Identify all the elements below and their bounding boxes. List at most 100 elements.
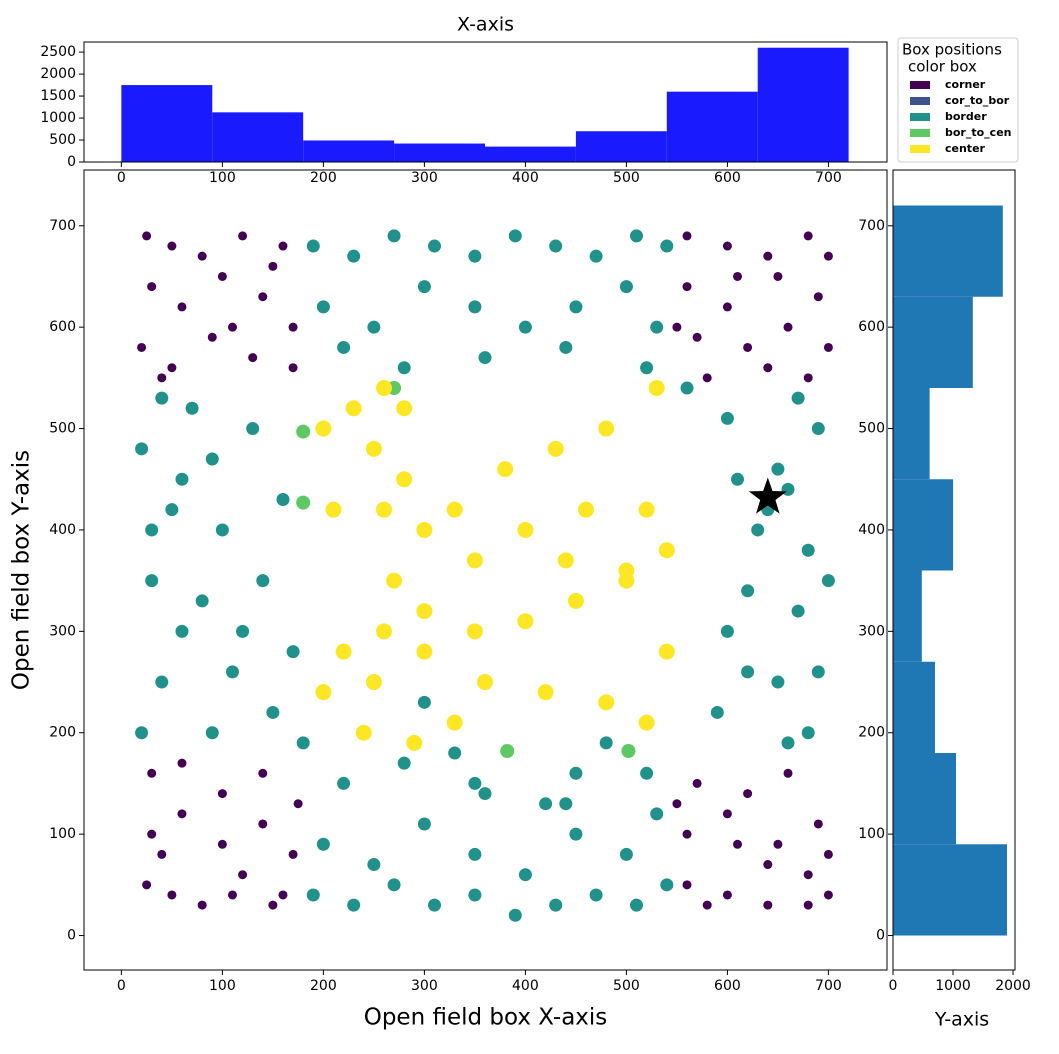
point [197, 900, 207, 910]
point [365, 440, 382, 457]
point [557, 552, 574, 569]
point [741, 665, 755, 679]
point [518, 868, 532, 882]
point [680, 381, 694, 395]
point [276, 493, 290, 507]
x-tick-label: 500 [613, 170, 640, 186]
point [345, 400, 362, 417]
point [446, 714, 463, 731]
point [813, 292, 823, 302]
point [771, 462, 785, 476]
y-tick-label: 500 [49, 421, 76, 437]
point [598, 694, 615, 711]
hist-bar [893, 296, 973, 388]
x-tick-label: 0 [117, 170, 126, 186]
point [147, 768, 157, 778]
x-tick-label: 700 [815, 978, 842, 994]
point [823, 342, 833, 352]
y-tick-label: 500 [858, 421, 885, 437]
y-tick-label: 600 [858, 319, 885, 335]
point [751, 523, 765, 537]
legend-title: color box [908, 58, 977, 76]
point [658, 643, 675, 660]
x-tick-label: 300 [411, 978, 438, 994]
legend-label: center [945, 142, 986, 155]
point [396, 471, 413, 488]
right-title: Y-axis [934, 1009, 989, 1031]
point [468, 300, 482, 314]
x-tick-label: 400 [512, 978, 539, 994]
point [823, 849, 833, 859]
point [177, 302, 187, 312]
point [427, 898, 441, 912]
point [682, 880, 692, 890]
point [733, 271, 743, 281]
point [165, 503, 179, 517]
legend-swatch [910, 145, 930, 153]
point [427, 239, 441, 253]
point [466, 552, 483, 569]
hist-bar [893, 753, 957, 845]
point [722, 809, 732, 819]
x-tick-label: 500 [613, 978, 640, 994]
y-tick-label: 200 [858, 725, 885, 741]
point [246, 422, 260, 436]
hist-bar [394, 143, 485, 162]
point [478, 787, 492, 801]
point [306, 888, 320, 902]
point [650, 320, 664, 334]
x-tick-label: 100 [209, 170, 236, 186]
hist-bar [893, 661, 936, 754]
legend-swatch [910, 113, 930, 121]
point [517, 521, 534, 538]
point [783, 768, 793, 778]
star-marker [748, 477, 787, 514]
point [288, 322, 298, 332]
point [619, 847, 633, 861]
point [813, 819, 823, 829]
x-tick-label: 300 [411, 170, 438, 186]
point [640, 361, 654, 375]
point [640, 766, 654, 780]
point [500, 743, 515, 758]
point [397, 361, 411, 375]
point [207, 332, 217, 342]
point [803, 373, 813, 383]
point [225, 665, 239, 679]
point [256, 574, 270, 588]
y-tick-label: 100 [49, 826, 76, 842]
point [569, 827, 583, 841]
point [248, 353, 258, 363]
point [569, 766, 583, 780]
point [416, 603, 433, 620]
point [205, 726, 219, 740]
point [157, 849, 167, 859]
legend-title: Box positions [902, 41, 1002, 59]
point [741, 584, 755, 598]
x-tick-label: 100 [209, 978, 236, 994]
point [167, 363, 177, 373]
point [720, 624, 734, 638]
hist-bar [303, 140, 395, 162]
point [619, 280, 633, 294]
point [325, 501, 342, 518]
y-tick-label: 600 [49, 319, 76, 335]
point [660, 239, 674, 253]
legend-label: corner [945, 78, 986, 91]
point [397, 756, 411, 770]
point [638, 714, 655, 731]
legend-label: bor_to_cen [945, 126, 1011, 139]
point [266, 705, 280, 719]
y-tick-label: 2500 [40, 44, 76, 60]
y-tick-label: 0 [67, 154, 76, 170]
point [791, 391, 805, 405]
y-tick-label: 500 [49, 132, 76, 148]
point [337, 776, 351, 790]
x-axis-label: Open field box X-axis [364, 1005, 608, 1031]
point [375, 501, 392, 518]
point [155, 675, 169, 689]
point [466, 623, 483, 640]
point [682, 282, 692, 292]
y-tick-label: 300 [858, 623, 885, 639]
